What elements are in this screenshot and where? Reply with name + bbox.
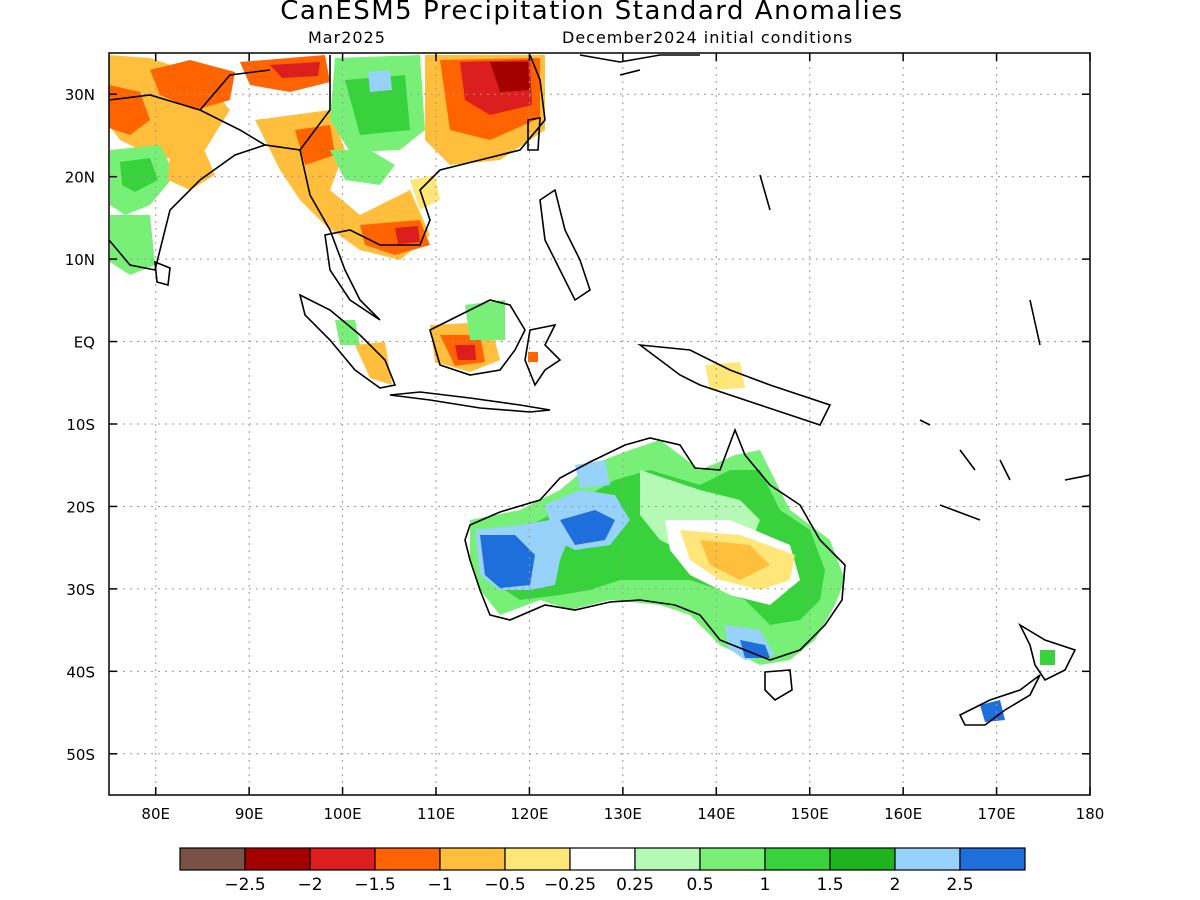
sulawesi-coastline [524,323,562,387]
western-australia-deep-blue-field [480,535,535,588]
new-guinea-yellow-field [705,362,745,390]
colorbar-label: 1 [760,875,771,895]
colorbar-label: −0.25 [544,875,596,895]
colorbar-label: −1 [427,875,452,895]
east-china-darkred-field [490,62,530,92]
lat-tick-label: 10S [66,416,95,434]
valid-month-label: Mar2025 [308,28,386,47]
colorbar-label: 1.5 [816,875,843,895]
lat-tick-label: 50S [66,746,95,764]
lat-tick-label: EQ [74,334,95,352]
japan-coastline [579,54,700,76]
lon-tick-label: 110E [417,805,455,823]
inland-deep-blue-field [560,510,615,545]
new-zealand-blue-field [980,700,1005,722]
india-mid-green-field [120,158,158,192]
lon-tick-label: 160E [884,805,922,823]
colorbar-swatch [959,847,1026,871]
lat-tick-label: 40S [66,663,95,681]
colorbar-swatch [894,847,961,871]
southeast-deep-blue-field [740,640,770,658]
new-guinea-coastline [637,343,832,426]
lon-tick-label: 120E [510,805,548,823]
lon-tick-label: 90E [235,805,264,823]
map-title: CanESM5 Precipitation Standard Anomalies [280,0,904,26]
graticule [109,53,1090,795]
vietnam-yellow-field [410,175,440,210]
india-deep-orange-field [109,85,150,135]
china-mid-green-field [345,75,410,135]
australia-orange-field [700,540,770,580]
new-zealand-north-coastline [1018,622,1077,682]
lon-tick-label: 140E [697,805,735,823]
tibet-red-field [270,62,320,78]
lon-tick-label: 180 [1076,805,1105,823]
colorbar-label: 0.25 [616,875,654,895]
colorbar-swatch [504,847,571,871]
colorbar-label: 0.5 [686,875,713,895]
indochina-orange-field [255,110,430,260]
indochina-green-field [330,150,395,185]
initial-conditions-label: December2024 initial conditions [562,28,854,47]
sumatra-coastline [298,293,397,389]
sri-lanka-coastline [154,260,171,287]
colorbar-swatch [634,847,701,871]
sumatra-green-field [335,320,360,345]
colorbar-swatch [374,847,441,871]
colorbar-label: 2.5 [946,875,973,895]
australia-coastline [464,427,846,661]
himalaya-deep-orange-field [150,60,235,110]
lon-tick-label: 170E [978,805,1016,823]
india-south-green-field [110,215,155,275]
indochina-deep-orange-field [295,125,335,165]
colorbar-label: 2 [890,875,901,895]
lat-tick-label: 30S [66,581,95,599]
latitude-labels: 30N 20N 10N EQ 10S 20S 30S 40S 50S [65,86,95,764]
lat-tick-label: 20S [66,498,95,516]
colorbar-label: −2 [297,875,322,895]
new-zealand-green-field [1040,650,1055,665]
lon-tick-label: 100E [324,805,362,823]
anomaly-fields [109,55,1055,722]
philippines-coastline [539,188,591,302]
tasmania-coastline [764,669,793,702]
sumatra-orange-field [355,342,392,385]
india-borders [109,55,331,151]
colorbar-swatch [569,847,636,871]
north-australia-blue-field [575,460,610,488]
colorbar-swatch [439,847,506,871]
java-coastline [389,391,551,413]
pacific-islands [759,174,1090,521]
china-blue-field [368,70,392,92]
colorbar-swatch [699,847,766,871]
colorbar-label: −0.5 [484,875,525,895]
lon-tick-label: 150E [791,805,829,823]
colorbar-label: −2.5 [224,875,265,895]
lat-tick-label: 20N [65,169,95,187]
lat-tick-label: 10N [65,251,95,269]
lon-tick-label: 130E [604,805,642,823]
colorbar-label: −1.5 [354,875,395,895]
colorbar-swatch [309,847,376,871]
borneo-red-field [455,345,476,360]
borneo-coastline [429,299,526,376]
borneo-green-field [465,300,505,340]
lat-tick-label: 30N [65,86,95,104]
cambodia-red-field [395,226,420,244]
colorbar-swatch [179,847,246,871]
new-zealand-south-coastline [958,674,1041,726]
taiwan-coastline [527,117,541,151]
colorbar: −2.5 −2 −1.5 −1 −0.5 −0.25 0.25 0.5 1 1.5 2 2.5 [179,847,1026,895]
colorbar-swatch [764,847,831,871]
sulawesi-orange-field [528,352,538,362]
coastlines [109,54,1090,726]
colorbar-swatch [829,847,896,871]
colorbar-swatch [244,847,311,871]
asia-mainland-coastline [109,54,546,321]
lon-tick-label: 80E [141,805,170,823]
longitude-labels: 80E 90E 100E 110E 120E 130E 140E 150E 160E 170E 18… [141,805,1104,823]
